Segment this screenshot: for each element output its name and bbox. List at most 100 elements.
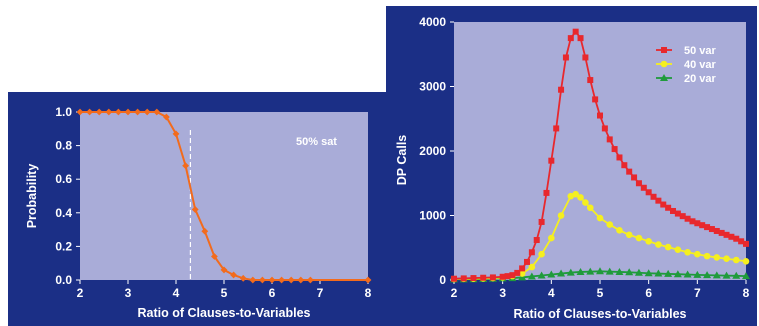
x-tick-label: 3: [125, 286, 132, 300]
data-point: [693, 270, 702, 278]
dp-calls-series: [450, 28, 750, 283]
data-point: [537, 271, 546, 279]
dp-calls-plot-area: [454, 22, 746, 280]
data-point: [524, 258, 530, 265]
data-point: [124, 108, 132, 116]
data-point: [259, 276, 266, 284]
data-point: [220, 266, 228, 274]
data-point: [626, 168, 633, 175]
data-point: [547, 270, 556, 278]
data-point: [557, 212, 565, 219]
y-tick-label: 0.4: [55, 206, 72, 220]
data-point: [451, 275, 457, 282]
legend-label: 40 var: [684, 59, 717, 71]
data-point: [586, 267, 595, 275]
data-point: [278, 276, 285, 284]
data-point: [644, 269, 653, 277]
data-point: [211, 253, 218, 260]
data-point: [480, 274, 487, 281]
data-point: [287, 276, 295, 284]
data-point: [364, 276, 372, 284]
data-point: [538, 250, 545, 258]
data-point: [504, 273, 511, 280]
data-point: [230, 271, 237, 279]
data-point: [558, 86, 565, 93]
y-tick-label: 1.0: [55, 105, 72, 119]
dp-calls-y-ticks: 0 1000 2000 3000 4000: [419, 15, 454, 287]
data-point: [307, 276, 314, 284]
data-point: [616, 227, 623, 234]
data-point: [597, 112, 603, 119]
data-point: [713, 227, 720, 234]
annotation-50-sat: 50% sat: [296, 136, 337, 148]
data-point: [722, 271, 731, 279]
x-tick-label: 4: [548, 286, 555, 300]
data-point: [582, 199, 589, 206]
data-point: [528, 249, 535, 256]
series-50-var: [451, 28, 749, 282]
data-point: [713, 254, 721, 261]
x-tick-label: 7: [317, 286, 324, 300]
data-point: [743, 240, 749, 247]
data-point: [684, 215, 691, 222]
data-point: [519, 265, 526, 272]
data-point: [655, 241, 662, 248]
data-point: [670, 207, 676, 214]
legend-label: 20 var: [684, 73, 717, 85]
y-tick-label: 0.6: [55, 172, 72, 186]
data-point: [134, 108, 141, 116]
data-point: [732, 256, 740, 264]
y-tick-label: 1000: [419, 209, 446, 223]
data-point: [518, 270, 526, 277]
data-point: [645, 189, 652, 196]
data-point: [586, 204, 594, 212]
data-point: [297, 276, 305, 284]
data-point: [723, 231, 730, 238]
data-point: [76, 108, 84, 116]
y-tick-label: 0: [439, 273, 446, 287]
data-point: [718, 229, 725, 236]
x-tick-label: 2: [77, 286, 84, 300]
data-point: [606, 221, 614, 228]
probability-x-ticks: 2 3 4 5 6 7 8: [77, 280, 372, 300]
data-point: [115, 108, 122, 116]
data-point: [660, 201, 667, 208]
data-point: [239, 274, 247, 282]
data-point: [674, 210, 681, 217]
data-point: [509, 272, 516, 279]
data-point: [572, 190, 579, 198]
data-point: [708, 226, 715, 233]
data-point: [95, 108, 103, 116]
data-point: [723, 255, 730, 263]
data-point: [742, 272, 750, 280]
data-point: [679, 213, 686, 220]
data-point: [703, 252, 711, 260]
data-point: [572, 28, 579, 35]
data-point: [543, 189, 550, 196]
x-tick-label: 4: [173, 286, 180, 300]
data-point: [566, 268, 575, 276]
data-point: [153, 108, 161, 116]
data-point: [527, 272, 536, 280]
data-point: [533, 237, 540, 244]
data-point: [665, 204, 672, 211]
probability-y-ticks: 0.0 0.2 0.4 0.6 0.8 1.0: [55, 105, 80, 287]
data-point: [567, 35, 574, 42]
data-point: [625, 268, 634, 276]
data-point: [268, 276, 276, 284]
x-tick-label: 6: [645, 286, 652, 300]
data-point: [645, 238, 652, 245]
data-point: [615, 267, 624, 275]
y-tick-label: 2000: [419, 144, 446, 158]
data-point: [499, 273, 506, 280]
data-point: [606, 136, 613, 143]
data-point: [577, 35, 584, 42]
data-point: [674, 246, 682, 253]
data-point: [548, 234, 555, 242]
x-tick-label: 7: [694, 286, 701, 300]
data-point: [611, 146, 618, 153]
data-point: [655, 197, 662, 204]
y-tick-label: 0.8: [55, 139, 72, 153]
data-point: [684, 248, 691, 256]
x-tick-label: 2: [451, 286, 458, 300]
